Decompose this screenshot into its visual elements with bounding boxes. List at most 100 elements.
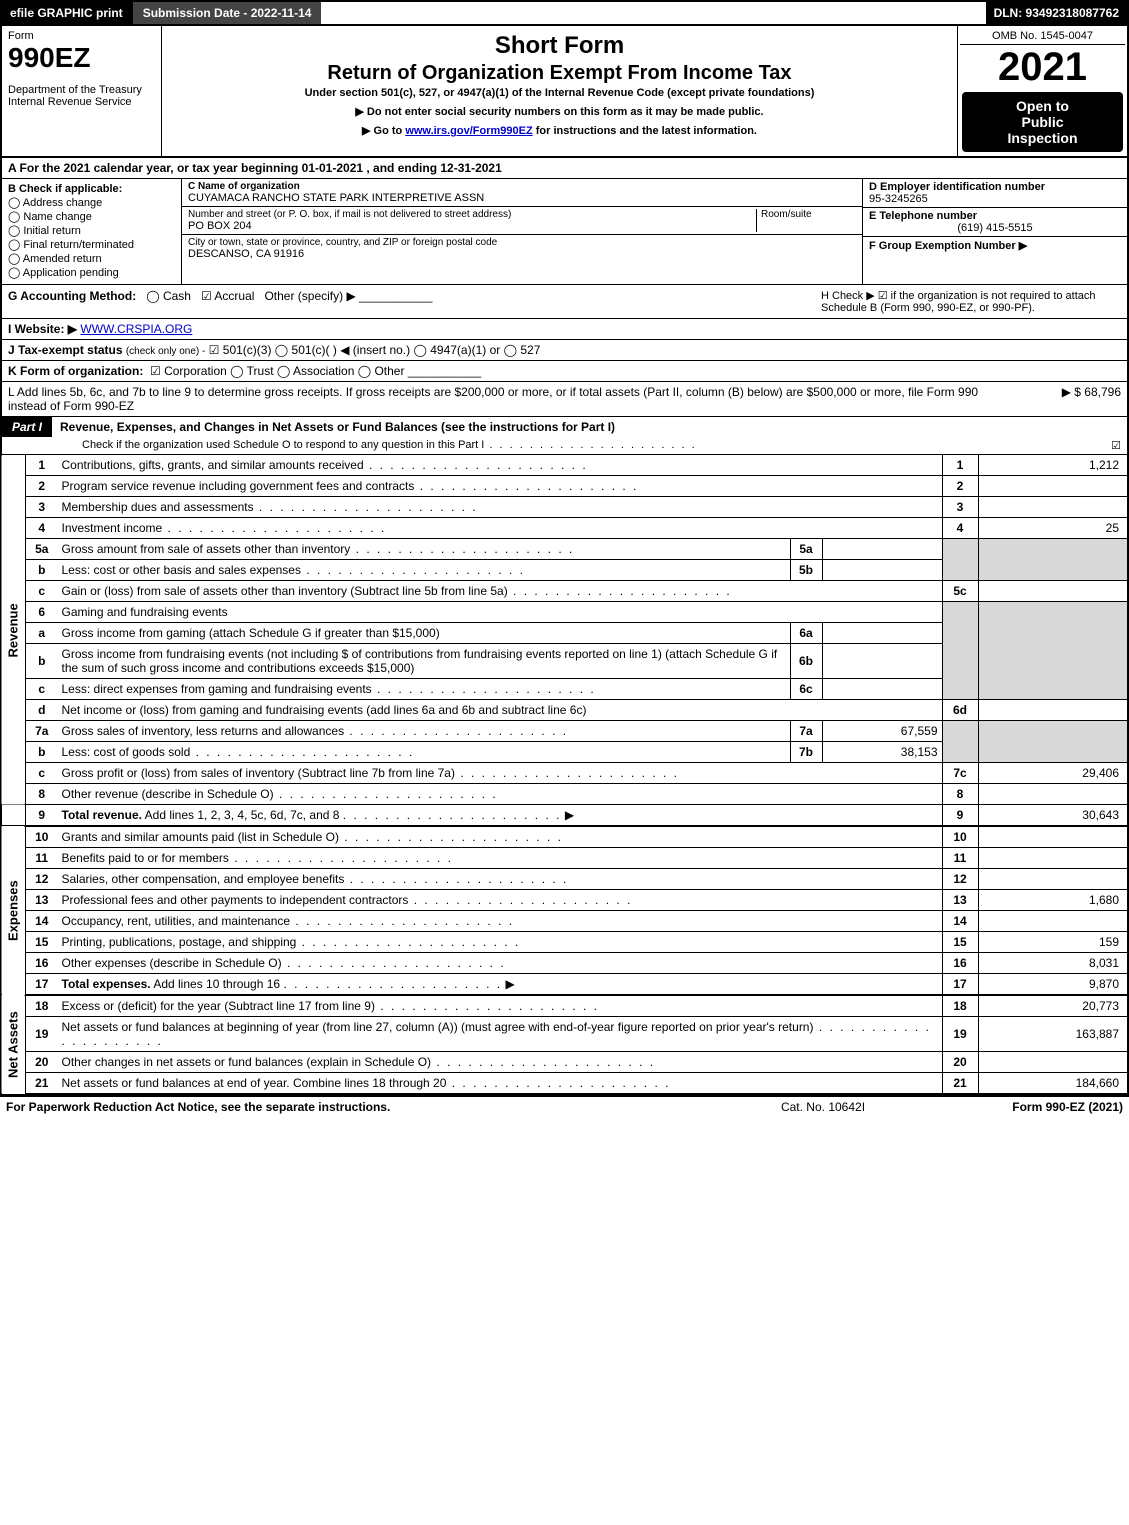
l16-num: 16 bbox=[26, 953, 58, 974]
l5b-sval bbox=[822, 560, 942, 581]
ein-value: 95-3245265 bbox=[869, 193, 1121, 205]
line-5c: c Gain or (loss) from sale of assets oth… bbox=[1, 581, 1128, 602]
g-accounting: G Accounting Method: ◯ Cash ☑ Accrual Ot… bbox=[8, 289, 821, 314]
l11-rnum: 11 bbox=[942, 848, 978, 869]
chk-final-return[interactable]: ◯ Final return/terminated bbox=[8, 238, 175, 251]
chk-name-change[interactable]: ◯ Name change bbox=[8, 210, 175, 223]
chk-initial-return[interactable]: ◯ Initial return bbox=[8, 224, 175, 237]
l13-val: 1,680 bbox=[978, 890, 1128, 911]
inspection-3: Inspection bbox=[966, 130, 1119, 146]
l18-rnum: 18 bbox=[942, 995, 978, 1017]
line-6d: d Net income or (loss) from gaming and f… bbox=[1, 700, 1128, 721]
j-note: (check only one) - bbox=[126, 346, 205, 357]
l9-dots bbox=[343, 808, 562, 822]
l6a-num: a bbox=[26, 623, 58, 644]
l18-desc: Excess or (deficit) for the year (Subtra… bbox=[58, 995, 943, 1017]
tel-label: E Telephone number bbox=[869, 210, 1121, 222]
l6a-desc: Gross income from gaming (attach Schedul… bbox=[58, 623, 791, 644]
street-value: PO BOX 204 bbox=[188, 220, 756, 232]
l16-desc: Other expenses (describe in Schedule O) bbox=[58, 953, 943, 974]
line-7c: c Gross profit or (loss) from sales of i… bbox=[1, 763, 1128, 784]
tel-cell: E Telephone number (619) 415-5515 bbox=[863, 208, 1127, 237]
room-label: Room/suite bbox=[761, 209, 856, 220]
l17-rnum: 17 bbox=[942, 974, 978, 996]
footer-right-form: 990-EZ bbox=[1046, 1100, 1085, 1114]
l2-num: 2 bbox=[26, 476, 58, 497]
form-label: Form bbox=[8, 30, 155, 42]
dept-line1: Department of the Treasury bbox=[8, 84, 155, 96]
l7b-desc: Less: cost of goods sold bbox=[58, 742, 791, 763]
l8-num: 8 bbox=[26, 784, 58, 805]
line-3: 3 Membership dues and assessments 3 bbox=[1, 497, 1128, 518]
lines-table: Revenue 1 Contributions, gifts, grants, … bbox=[0, 455, 1129, 1095]
tax-year: 2021 bbox=[960, 45, 1125, 90]
l14-num: 14 bbox=[26, 911, 58, 932]
l21-val: 184,660 bbox=[978, 1073, 1128, 1095]
l6b-snum: 6b bbox=[790, 644, 822, 679]
chk-application-pending[interactable]: ◯ Application pending bbox=[8, 266, 175, 279]
line-16: 16 Other expenses (describe in Schedule … bbox=[1, 953, 1128, 974]
tel-value: (619) 415-5515 bbox=[869, 222, 1121, 234]
l19-val: 163,887 bbox=[978, 1017, 1128, 1052]
k-label: K Form of organization: bbox=[8, 364, 143, 378]
part-1-title: Revenue, Expenses, and Changes in Net As… bbox=[52, 417, 1127, 437]
part-1-title-text: Revenue, Expenses, and Changes in Net As… bbox=[60, 420, 615, 434]
l16-val: 8,031 bbox=[978, 953, 1128, 974]
header-center: Short Form Return of Organization Exempt… bbox=[162, 26, 957, 156]
g-other: Other (specify) ▶ bbox=[264, 289, 355, 303]
l17-num: 17 bbox=[26, 974, 58, 996]
header-right: OMB No. 1545-0047 2021 Open to Public In… bbox=[957, 26, 1127, 156]
l3-desc: Membership dues and assessments bbox=[58, 497, 943, 518]
group-label: F Group Exemption Number ▶ bbox=[869, 239, 1121, 252]
org-name-cell: C Name of organization CUYAMACA RANCHO S… bbox=[182, 179, 862, 207]
l5c-rnum: 5c bbox=[942, 581, 978, 602]
line-11: 11 Benefits paid to or for members 11 bbox=[1, 848, 1128, 869]
l7b-snum: 7b bbox=[790, 742, 822, 763]
website-link[interactable]: WWW.CRSPIA.ORG bbox=[80, 322, 192, 336]
j-label: J Tax-exempt status bbox=[8, 343, 123, 357]
l19-desc: Net assets or fund balances at beginning… bbox=[58, 1017, 943, 1052]
l6abc-rshade2 bbox=[978, 602, 1128, 700]
l6d-rnum: 6d bbox=[942, 700, 978, 721]
line-8: 8 Other revenue (describe in Schedule O)… bbox=[1, 784, 1128, 805]
l7a-sval: 67,559 bbox=[822, 721, 942, 742]
l6abc-rshade bbox=[942, 602, 978, 700]
line-4: 4 Investment income 4 25 bbox=[1, 518, 1128, 539]
form-number: 990EZ bbox=[8, 42, 155, 74]
l6b-desc: Gross income from fundraising events (no… bbox=[58, 644, 791, 679]
l9-rnum: 9 bbox=[942, 805, 978, 827]
l7b-sval: 38,153 bbox=[822, 742, 942, 763]
l6b-num: b bbox=[26, 644, 58, 679]
l6c-num: c bbox=[26, 679, 58, 700]
l10-desc: Grants and similar amounts paid (list in… bbox=[58, 826, 943, 848]
l13-num: 13 bbox=[26, 890, 58, 911]
l4-rnum: 4 bbox=[942, 518, 978, 539]
l6d-num: d bbox=[26, 700, 58, 721]
side-netassets: Net Assets bbox=[1, 995, 26, 1094]
box-b-title: B Check if applicable: bbox=[8, 183, 175, 195]
l14-desc: Occupancy, rent, utilities, and maintena… bbox=[58, 911, 943, 932]
omb-number: OMB No. 1545-0047 bbox=[960, 28, 1125, 45]
part-1-subnote-text: Check if the organization used Schedule … bbox=[82, 439, 1111, 452]
irs-link[interactable]: www.irs.gov/Form990EZ bbox=[405, 125, 532, 137]
line-6: 6 Gaming and fundraising events bbox=[1, 602, 1128, 623]
l-gross-receipts: L Add lines 5b, 6c, and 7b to line 9 to … bbox=[0, 382, 1129, 417]
l11-num: 11 bbox=[26, 848, 58, 869]
line-10: Expenses 10 Grants and similar amounts p… bbox=[1, 826, 1128, 848]
j-tax-exempt: J Tax-exempt status (check only one) - ☑… bbox=[0, 340, 1129, 361]
box-c-org-info: C Name of organization CUYAMACA RANCHO S… bbox=[182, 179, 862, 284]
subtitle: Under section 501(c), 527, or 4947(a)(1)… bbox=[170, 87, 949, 99]
l9-desc-b: Total revenue. bbox=[62, 808, 142, 822]
l2-rnum: 2 bbox=[942, 476, 978, 497]
l-amount: ▶ $ 68,796 bbox=[1001, 385, 1121, 413]
side-revenue: Revenue bbox=[1, 455, 26, 805]
l1-num: 1 bbox=[26, 455, 58, 476]
l8-rnum: 8 bbox=[942, 784, 978, 805]
part-1-tag: Part I bbox=[2, 417, 52, 437]
chk-amended-return[interactable]: ◯ Amended return bbox=[8, 252, 175, 265]
l14-val bbox=[978, 911, 1128, 932]
chk-address-change[interactable]: ◯ Address change bbox=[8, 196, 175, 209]
l3-num: 3 bbox=[26, 497, 58, 518]
line-12: 12 Salaries, other compensation, and emp… bbox=[1, 869, 1128, 890]
inspection-box: Open to Public Inspection bbox=[962, 92, 1123, 152]
